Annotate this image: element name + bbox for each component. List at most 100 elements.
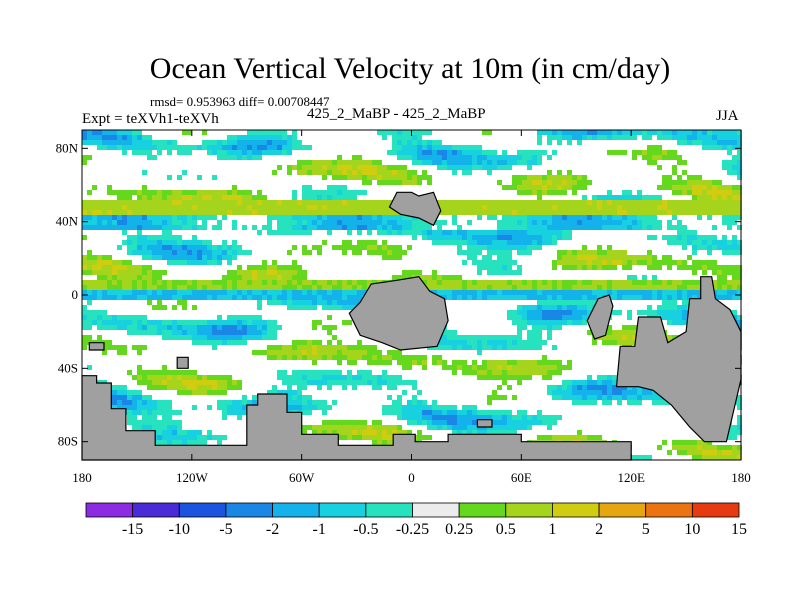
- field-cell: [157, 215, 162, 220]
- field-cell: [687, 285, 692, 290]
- field-cell: [132, 200, 137, 205]
- field-cell: [607, 215, 612, 220]
- field-cell: [332, 225, 337, 230]
- field-cell: [397, 245, 402, 250]
- field-cell: [242, 315, 247, 320]
- field-cell: [452, 280, 457, 285]
- field-cell: [142, 170, 147, 175]
- field-cell: [177, 410, 182, 415]
- field-cell: [522, 310, 527, 315]
- field-cell: [332, 175, 337, 180]
- field-cell: [87, 210, 92, 215]
- field-cell: [487, 240, 492, 245]
- field-cell: [477, 240, 482, 245]
- field-cell: [537, 205, 542, 210]
- field-cell: [672, 155, 677, 160]
- field-cell: [127, 250, 132, 255]
- field-cell: [592, 210, 597, 215]
- field-cell: [472, 415, 477, 420]
- field-cell: [227, 380, 232, 385]
- field-cell: [677, 135, 682, 140]
- field-cell: [87, 280, 92, 285]
- field-cell: [402, 360, 407, 365]
- field-cell: [572, 255, 577, 260]
- field-cell: [492, 205, 497, 210]
- field-cell: [197, 440, 202, 445]
- field-cell: [192, 225, 197, 230]
- field-cell: [682, 265, 687, 270]
- field-cell: [282, 150, 287, 155]
- field-cell: [307, 380, 312, 385]
- field-cell: [622, 200, 627, 205]
- field-cell: [277, 165, 282, 170]
- field-cell: [412, 135, 417, 140]
- field-cell: [472, 365, 477, 370]
- field-cell: [512, 420, 517, 425]
- field-cell: [532, 205, 537, 210]
- field-cell: [377, 200, 382, 205]
- field-cell: [392, 215, 397, 220]
- field-cell: [222, 385, 227, 390]
- field-cell: [102, 220, 107, 225]
- field-cell: [82, 135, 87, 140]
- field-cell: [127, 240, 132, 245]
- field-cell: [272, 265, 277, 270]
- field-cell: [482, 375, 487, 380]
- field-cell: [307, 350, 312, 355]
- field-cell: [107, 185, 112, 190]
- field-cell: [207, 295, 212, 300]
- field-cell: [312, 305, 317, 310]
- field-cell: [577, 130, 582, 135]
- field-cell: [657, 295, 662, 300]
- field-cell: [417, 430, 422, 435]
- field-cell: [142, 145, 147, 150]
- field-cell: [142, 295, 147, 300]
- field-cell: [157, 370, 162, 375]
- field-cell: [167, 420, 172, 425]
- field-cell: [317, 280, 322, 285]
- field-cell: [97, 200, 102, 205]
- field-cell: [562, 395, 567, 400]
- field-cell: [452, 430, 457, 435]
- field-cell: [112, 285, 117, 290]
- field-cell: [332, 430, 337, 435]
- field-cell: [112, 145, 117, 150]
- field-cell: [142, 270, 147, 275]
- field-cell: [552, 345, 557, 350]
- field-cell: [167, 145, 172, 150]
- field-cell: [112, 320, 117, 325]
- field-cell: [562, 315, 567, 320]
- field-cell: [87, 190, 92, 195]
- field-cell: [292, 375, 297, 380]
- field-cell: [132, 205, 137, 210]
- field-cell: [122, 205, 127, 210]
- field-cell: [412, 395, 417, 400]
- field-cell: [562, 215, 567, 220]
- field-cell: [692, 140, 697, 145]
- field-cell: [652, 255, 657, 260]
- field-cell: [97, 210, 102, 215]
- field-cell: [132, 130, 137, 135]
- field-cell: [447, 410, 452, 415]
- field-cell: [147, 140, 152, 145]
- field-cell: [157, 305, 162, 310]
- field-cell: [347, 160, 352, 165]
- field-cell: [407, 360, 412, 365]
- field-cell: [352, 205, 357, 210]
- field-cell: [627, 215, 632, 220]
- field-cell: [642, 275, 647, 280]
- field-cell: [677, 130, 682, 135]
- field-cell: [552, 300, 557, 305]
- field-cell: [507, 340, 512, 345]
- field-cell: [287, 390, 292, 395]
- field-cell: [257, 205, 262, 210]
- field-cell: [707, 210, 712, 215]
- field-cell: [522, 415, 527, 420]
- field-cell: [487, 270, 492, 275]
- field-cell: [517, 270, 522, 275]
- field-cell: [577, 300, 582, 305]
- field-cell: [482, 280, 487, 285]
- field-cell: [222, 415, 227, 420]
- field-cell: [167, 150, 172, 155]
- field-cell: [582, 220, 587, 225]
